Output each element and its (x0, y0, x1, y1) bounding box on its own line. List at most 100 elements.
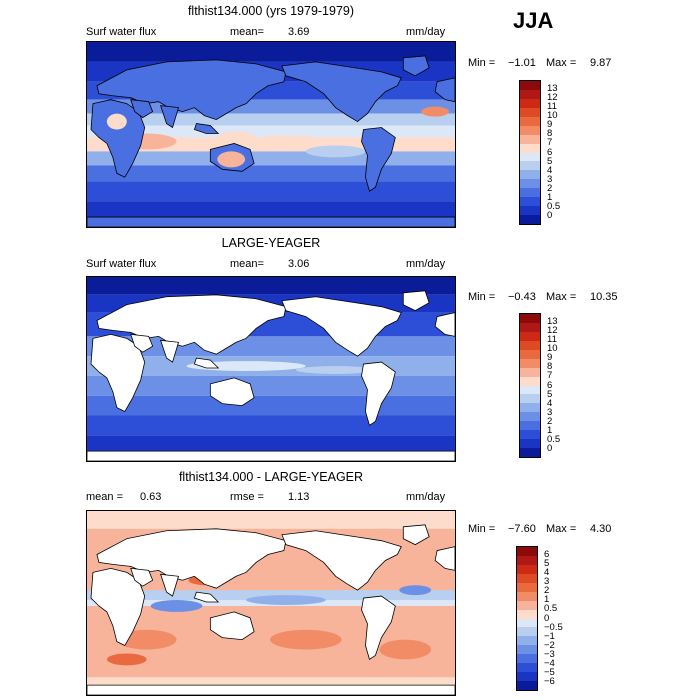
colorbar-segment (520, 170, 540, 180)
colorbar-tick-label: 5 (544, 558, 550, 570)
colorbar-tick-label: 2 (547, 415, 553, 427)
colorbar-tick-label: 1 (544, 594, 550, 606)
panel-3-units: mm/day (406, 491, 446, 503)
panel-1-mean-value: 3.69 (288, 26, 310, 38)
panel-1-max-label: Max = (546, 57, 577, 69)
colorbar-tick-label: 6 (547, 146, 553, 158)
colorbar-tick-label: 6 (547, 379, 553, 391)
colorbar-tick-label: 4 (547, 397, 553, 409)
colorbar-tick-label: 0.5 (547, 433, 561, 445)
colorbar-tick-label: 1 (547, 191, 553, 203)
colorbar-segment (517, 555, 537, 565)
panel-3-rmse-label: rmse = (230, 491, 264, 503)
colorbar-segment (517, 564, 537, 574)
colorbar-segment (517, 672, 537, 682)
colorbar-tick-label: 11 (547, 334, 557, 346)
panel-2-min-value: −0.43 (508, 291, 536, 303)
colorbar-segment (520, 340, 540, 350)
colorbar-segment (520, 161, 540, 171)
colorbar-segment (520, 448, 540, 457)
colorbar-segment (517, 681, 537, 690)
panel-1-min-label: Min = (468, 57, 496, 69)
colorbar-tick-label: 6 (544, 549, 550, 561)
panel-3-title: flthist134.000 - LARGE-YEAGER (178, 470, 364, 484)
colorbar-tick-label: 0 (547, 442, 553, 454)
panel-1-mean-label: mean= (230, 26, 264, 38)
panel-2-max-label: Max = (546, 291, 577, 303)
colorbar-segment (520, 331, 540, 341)
colorbar-tick-label: −2 (544, 639, 555, 651)
colorbar-tick-label: 0 (544, 612, 550, 624)
panel-3-max-value: 4.30 (590, 523, 612, 535)
colorbar-tick-label: 7 (547, 370, 553, 382)
colorbar-tick-label: 2 (547, 182, 553, 194)
season-label: JJA (513, 8, 554, 33)
colorbar-segment (520, 358, 540, 368)
colorbar-tick-label: −4 (544, 657, 555, 669)
panel-3-max-label: Max = (546, 523, 577, 535)
colorbar-tick-label: 8 (547, 361, 553, 373)
colorbar-segment (520, 403, 540, 413)
colorbar-segment (520, 116, 540, 126)
colorbar-segment (520, 134, 540, 144)
colorbar-segment (517, 600, 537, 610)
colorbar-segment (520, 439, 540, 449)
colorbar-tick-label: 10 (547, 343, 558, 355)
colorbar-tick-label: 13 (547, 316, 558, 328)
colorbar-segment (520, 412, 540, 422)
colorbar-segment (517, 627, 537, 637)
colorbar-segment (520, 394, 540, 404)
colorbar-segment (520, 98, 540, 108)
panel-2-max-value: 10.35 (590, 291, 618, 303)
colorbar-tick-label: −6 (544, 675, 555, 687)
colorbar-segment (520, 376, 540, 386)
colorbar-tick-label: 4 (544, 567, 550, 579)
panel-2-mean-label: mean= (230, 258, 264, 270)
panel-2-colorbar (519, 313, 541, 458)
panel-3-rmse-value: 1.13 (288, 491, 310, 503)
colorbar-tick-label: 3 (544, 576, 550, 588)
colorbar-segment (517, 663, 537, 673)
colorbar-segment (520, 125, 540, 135)
panel-2-title: LARGE-YEAGER (221, 236, 321, 250)
panel-1-title: flthist134.000 (yrs 1979-1979) (187, 4, 355, 18)
colorbar-segment (517, 636, 537, 646)
panel-3-mean-label: mean = (86, 491, 123, 503)
colorbar-tick-label: 8 (547, 128, 553, 140)
colorbar-segment (520, 206, 540, 216)
colorbar-tick-label: 7 (547, 137, 553, 149)
colorbar-segment (517, 654, 537, 664)
colorbar-segment (517, 591, 537, 601)
colorbar-segment (517, 582, 537, 592)
colorbar-segment (520, 421, 540, 431)
colorbar-tick-label: 10 (547, 110, 558, 122)
colorbar-tick-label: 3 (547, 406, 553, 418)
colorbar-segment (520, 385, 540, 395)
colorbar-segment (520, 81, 540, 90)
colorbar-tick-label: 9 (547, 119, 553, 131)
panel-2-mean-value: 3.06 (288, 258, 310, 270)
panel-1-variable-label: Surf water flux (86, 26, 157, 38)
colorbar-tick-label: 4 (547, 164, 553, 176)
colorbar-tick-label: −0.5 (544, 621, 563, 633)
colorbar-segment (520, 349, 540, 359)
colorbar-segment (517, 618, 537, 628)
colorbar-segment (517, 645, 537, 655)
panel-1-map (86, 41, 456, 228)
panel-1-units: mm/day (406, 26, 446, 38)
colorbar-tick-label: 2 (544, 585, 550, 597)
panel-1-colorbar (519, 80, 541, 225)
colorbar-segment (520, 367, 540, 377)
colorbar-segment (520, 430, 540, 440)
panel-3-min-value: −7.60 (508, 523, 536, 535)
colorbar-tick-label: 3 (547, 173, 553, 185)
panel-2-min-label: Min = (468, 291, 496, 303)
colorbar-segment (520, 188, 540, 198)
colorbar-tick-label: 13 (547, 83, 558, 95)
colorbar-tick-label: 11 (547, 101, 557, 113)
colorbar-segment (520, 314, 540, 323)
colorbar-segment (520, 179, 540, 189)
panel-2-variable-label: Surf water flux (86, 258, 157, 270)
panel-2-units: mm/day (406, 258, 446, 270)
colorbar-tick-label: 0.5 (544, 603, 558, 615)
